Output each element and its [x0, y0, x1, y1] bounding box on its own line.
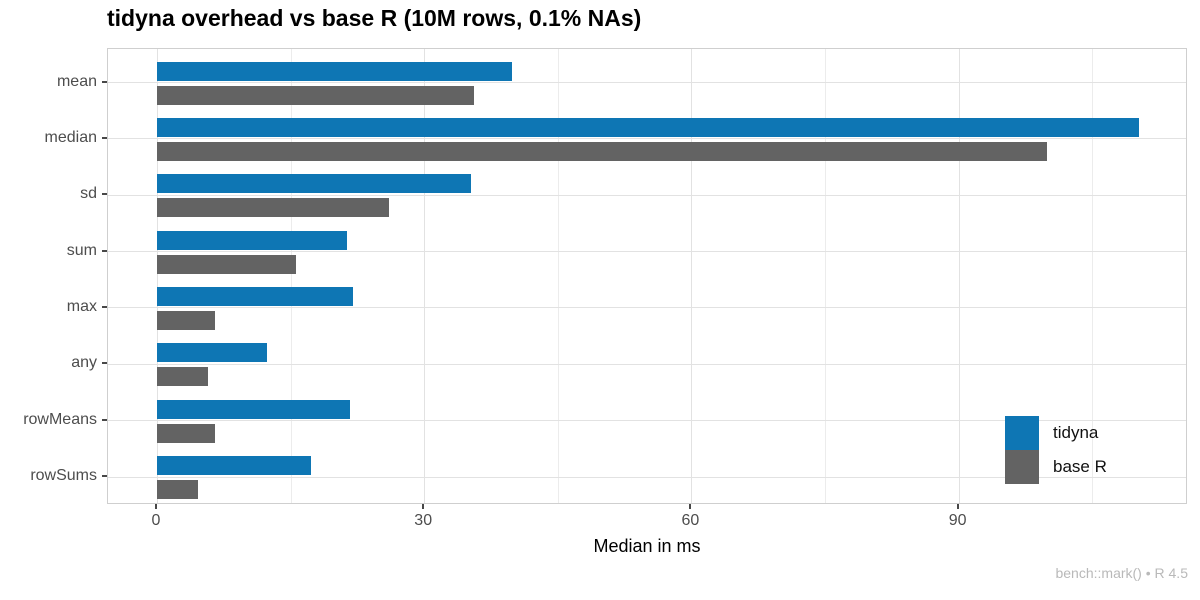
gridline-y-major — [108, 82, 1186, 83]
y-tick-mark — [102, 305, 107, 308]
bar-tidyna — [156, 174, 471, 194]
gridline-x-major — [156, 49, 158, 503]
bar-base-r — [156, 367, 208, 387]
gridline-x-major — [424, 49, 426, 503]
legend-item: base R — [1005, 450, 1107, 484]
gridline-y-major — [108, 194, 1186, 196]
gridline-y-major — [108, 420, 1186, 422]
y-tick-mark — [102, 475, 107, 478]
bar-base-r — [156, 310, 215, 330]
y-axis-label: rowMeans — [23, 410, 97, 428]
gridline-x-major — [691, 49, 693, 503]
x-tick-mark — [956, 504, 959, 509]
bar-tidyna — [156, 286, 353, 306]
gridline-x-major — [958, 49, 960, 503]
gridline-y-major — [108, 307, 1186, 309]
x-tick-mark — [422, 504, 425, 509]
legend-label: tidyna — [1053, 423, 1099, 442]
legend-key-base-r — [1005, 450, 1039, 484]
x-tick-mark — [154, 504, 157, 509]
gridline-y-major — [108, 138, 1186, 140]
y-tick-mark — [102, 80, 107, 83]
y-axis-label: max — [66, 297, 97, 315]
bar-tidyna — [156, 117, 1140, 137]
legend-item: tidyna — [1005, 416, 1107, 450]
bar-base-r — [156, 423, 215, 443]
gridline-x-minor — [825, 49, 827, 503]
x-tick-mark — [689, 504, 692, 509]
plot-panel — [107, 48, 1187, 504]
legend-key-tidyna — [1005, 416, 1039, 450]
bar-tidyna — [156, 343, 268, 363]
gridline-y-major — [108, 251, 1186, 253]
y-tick-mark — [102, 136, 107, 139]
bar-base-r — [156, 85, 475, 105]
bar-base-r — [156, 141, 1047, 161]
y-axis-label: sd — [80, 185, 97, 203]
x-tick-label: 60 — [681, 512, 700, 529]
y-tick-mark — [102, 249, 107, 252]
y-tick-mark — [102, 193, 107, 196]
x-tick-label: 90 — [948, 512, 967, 529]
x-axis-title: Median in ms — [593, 536, 701, 556]
y-axis-label: rowSums — [30, 467, 97, 485]
y-axis-label: sum — [66, 241, 97, 259]
y-axis-label: median — [44, 128, 97, 146]
gridline-x-minor — [557, 49, 559, 503]
legend: tidyna base R — [1005, 416, 1107, 484]
bar-tidyna — [156, 456, 312, 476]
gridline-x-minor — [1092, 49, 1094, 503]
y-axis-label: any — [71, 354, 97, 372]
legend-label: base R — [1053, 457, 1107, 476]
y-tick-mark — [102, 418, 107, 421]
caption: bench::mark() • R 4.5 — [1055, 565, 1188, 581]
gridline-x-minor — [290, 49, 292, 503]
bar-tidyna — [156, 230, 347, 250]
bar-base-r — [156, 198, 389, 218]
bar-tidyna — [156, 61, 513, 81]
bar-base-r — [156, 480, 198, 500]
gridline-y-major — [108, 363, 1186, 365]
gridline-y-major — [108, 476, 1186, 478]
bar-base-r — [156, 254, 296, 274]
bar-tidyna — [156, 399, 351, 419]
x-tick-label: 30 — [414, 512, 433, 529]
y-axis-label: mean — [56, 72, 97, 90]
x-tick-label: 0 — [151, 512, 161, 529]
y-tick-mark — [102, 362, 107, 365]
chart-title: tidyna overhead vs base R (10M rows, 0.1… — [107, 5, 642, 31]
